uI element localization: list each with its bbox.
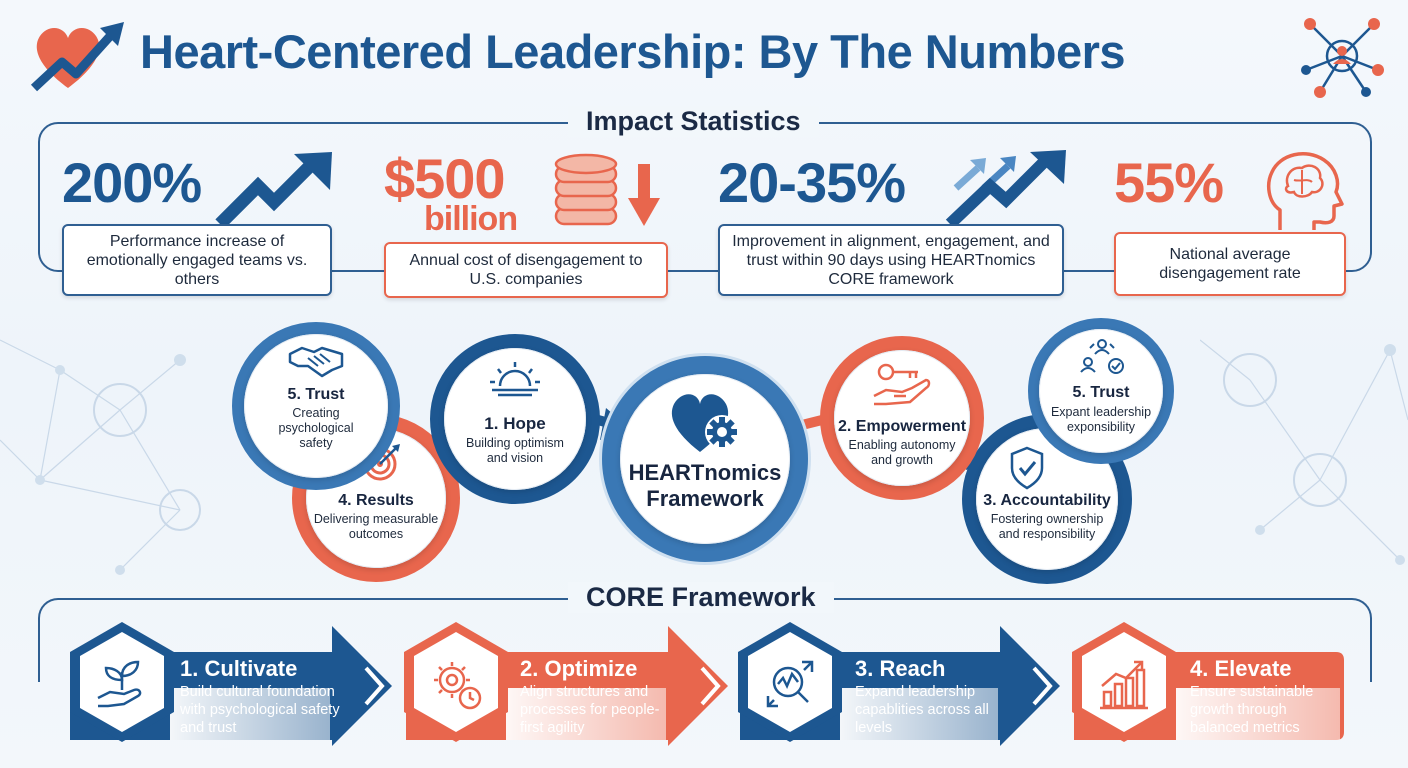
- stat-value-1: 200%: [62, 151, 202, 214]
- stat-desc-4: National average disengagement rate: [1114, 232, 1346, 296]
- core-step-desc-2: Align structures and processes for peopl…: [520, 684, 660, 736]
- head-brain-icon: [1266, 152, 1344, 230]
- background-network-left: [0, 339, 201, 575]
- coins-down-arrow-icon: [554, 153, 660, 226]
- trust-right-title: 5. Trust: [1072, 384, 1130, 401]
- core-step-title-4: 4. Elevate: [1190, 656, 1292, 681]
- hand-key-icon: [873, 363, 931, 406]
- core-step-title-1: 1. Cultivate: [180, 656, 298, 681]
- framework-center-title: HEARTnomics Framework: [628, 460, 782, 511]
- stat-value-2-unit: billion: [424, 200, 518, 238]
- trust-left-title: 5. Trust: [287, 386, 345, 403]
- stat-value-2: $500: [384, 147, 506, 210]
- bar-chart-growth-icon: [1100, 660, 1148, 710]
- background-network-right: [1200, 339, 1408, 565]
- triple-trend-arrow-icon: [945, 150, 1066, 226]
- impact-section-title: Impact Statistics: [568, 106, 819, 137]
- stat-desc-3: Improvement in alignment, engagement, an…: [718, 224, 1064, 296]
- team-check-icon: [1080, 339, 1124, 374]
- people-network-icon: [1301, 18, 1384, 98]
- results-title: 4. Results: [338, 492, 414, 509]
- trust-left-subtitle: Creating psychological safety: [278, 406, 354, 450]
- stat-value-3: 20-35%: [718, 151, 906, 214]
- trust-right-subtitle: Expant leadership exponsibility: [1050, 405, 1152, 434]
- empowerment-title: 2. Empowerment: [837, 418, 967, 435]
- handshake-icon: [288, 346, 344, 378]
- core-section-title: CORE Framework: [568, 582, 834, 613]
- stat-desc-2: Annual cost of disengagement to U.S. com…: [384, 242, 668, 298]
- sunrise-icon: [490, 362, 540, 397]
- shield-check-icon: [1010, 446, 1044, 490]
- heart-gear-icon: [671, 394, 739, 452]
- heart-growth-icon: [30, 22, 124, 92]
- hope-title: 1. Hope: [484, 414, 546, 433]
- header: Heart-Centered Leadership: By The Number…: [0, 0, 1408, 100]
- core-step-desc-4: Ensure sustainable growth through balanc…: [1190, 684, 1314, 736]
- hope-subtitle: Building optimism and vision: [466, 436, 564, 465]
- core-step-title-3: 3. Reach: [855, 656, 946, 681]
- core-step-desc-1: Build cultural foundation with psycholog…: [180, 684, 340, 736]
- magnify-expand-icon: [766, 660, 814, 708]
- page-title: Heart-Centered Leadership: By The Number…: [140, 25, 1126, 78]
- empowerment-subtitle: Enabling autonomy and growth: [848, 438, 956, 467]
- accountability-subtitle: Fostering ownership and responsibility: [990, 512, 1104, 541]
- core-step-title-2: 2. Optimize: [520, 656, 638, 681]
- trend-up-arrow-icon: [215, 152, 332, 226]
- stat-desc-1: Performance increase of emotionally enga…: [62, 224, 332, 296]
- results-subtitle: Delivering measurable outcomes: [313, 512, 439, 541]
- accountability-title: 3. Accountability: [983, 492, 1111, 509]
- core-step-desc-3: Expand leadership capablities across all…: [855, 684, 989, 736]
- plant-hand-icon: [97, 660, 142, 708]
- gear-clock-icon: [434, 662, 482, 710]
- stat-value-4: 55%: [1114, 151, 1224, 214]
